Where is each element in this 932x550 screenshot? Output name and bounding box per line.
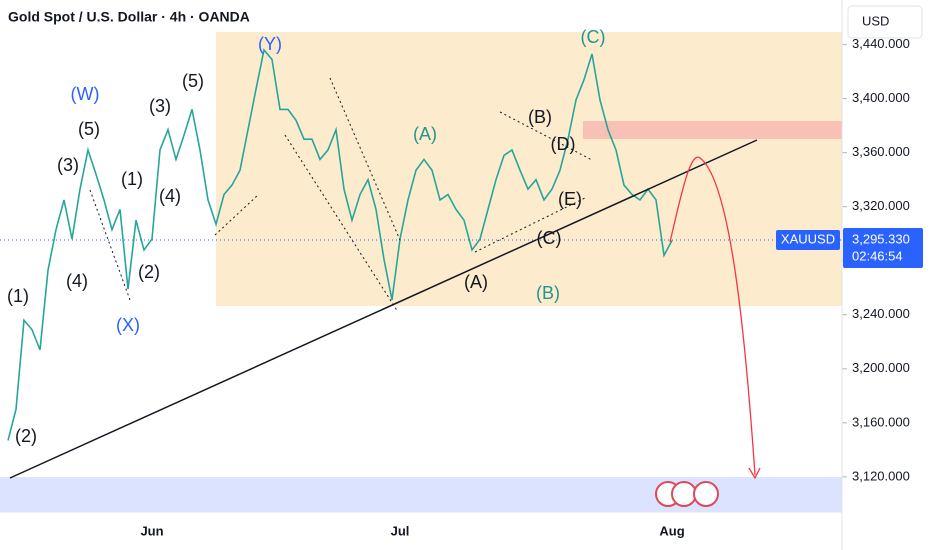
wave-label: (D) bbox=[551, 134, 576, 154]
wave-label: (1) bbox=[121, 169, 143, 189]
range-zone bbox=[216, 32, 842, 306]
y-tick-label: 3,360.000 bbox=[852, 144, 910, 159]
x-tick-label: Aug bbox=[659, 523, 684, 538]
x-tick-label: Jul bbox=[391, 523, 410, 538]
wave-label: (2) bbox=[15, 426, 37, 446]
x-tick-label: Jun bbox=[140, 523, 163, 538]
wave-label: (B) bbox=[528, 107, 552, 127]
wave-label: (1) bbox=[7, 286, 29, 306]
wave-label: (X) bbox=[116, 315, 140, 335]
y-tick-label: 3,160.000 bbox=[852, 414, 910, 429]
wave-label: (4) bbox=[66, 271, 88, 291]
y-tick-label: 3,400.000 bbox=[852, 90, 910, 105]
wave-label: (3) bbox=[149, 96, 171, 116]
flag-icons bbox=[655, 481, 719, 507]
price-line bbox=[7, 48, 673, 441]
y-tick-label: 3,320.000 bbox=[852, 198, 910, 213]
wave-line bbox=[499, 111, 593, 161]
wave-label: (4) bbox=[159, 186, 181, 206]
trendline bbox=[9, 139, 758, 479]
wave-label: (A) bbox=[413, 124, 437, 144]
price-box bbox=[843, 228, 923, 269]
wave-label: (C) bbox=[581, 27, 606, 47]
plot bbox=[7, 44, 847, 478]
wave-label: (2) bbox=[138, 262, 160, 282]
forecast-path bbox=[669, 156, 756, 476]
countdown: 02:46:54 bbox=[852, 248, 903, 263]
currency-box bbox=[847, 5, 923, 39]
currency: USD bbox=[862, 13, 889, 28]
symbol-label: XAUUSD bbox=[781, 231, 835, 246]
event-icon bbox=[693, 481, 719, 507]
y-tick-label: 3,200.000 bbox=[852, 360, 910, 375]
wave-label: (5) bbox=[182, 71, 204, 91]
wave-label: (B) bbox=[536, 283, 560, 303]
supply-zone bbox=[583, 121, 842, 139]
price-label: 3,295.330 bbox=[852, 231, 910, 246]
wave-label: (Y) bbox=[258, 34, 282, 54]
forecast-arrow bbox=[748, 467, 761, 480]
chart-title: Gold Spot / U.S. Dollar · 4h · OANDA bbox=[8, 9, 250, 25]
wave-label: (5) bbox=[78, 119, 100, 139]
y-tick-label: 3,440.000 bbox=[852, 36, 910, 51]
y-tick-label: 3,120.000 bbox=[852, 468, 910, 483]
wave-line bbox=[474, 197, 586, 253]
symbol-box bbox=[776, 230, 840, 251]
wave-label: (3) bbox=[57, 155, 79, 175]
wave-label: (W) bbox=[71, 84, 100, 104]
wave-label: (C) bbox=[537, 228, 562, 248]
event-icon bbox=[671, 481, 697, 507]
wave-label: (E) bbox=[558, 189, 582, 209]
wave-label: (A) bbox=[464, 272, 488, 292]
y-tick-label: 3,240.000 bbox=[852, 306, 910, 321]
